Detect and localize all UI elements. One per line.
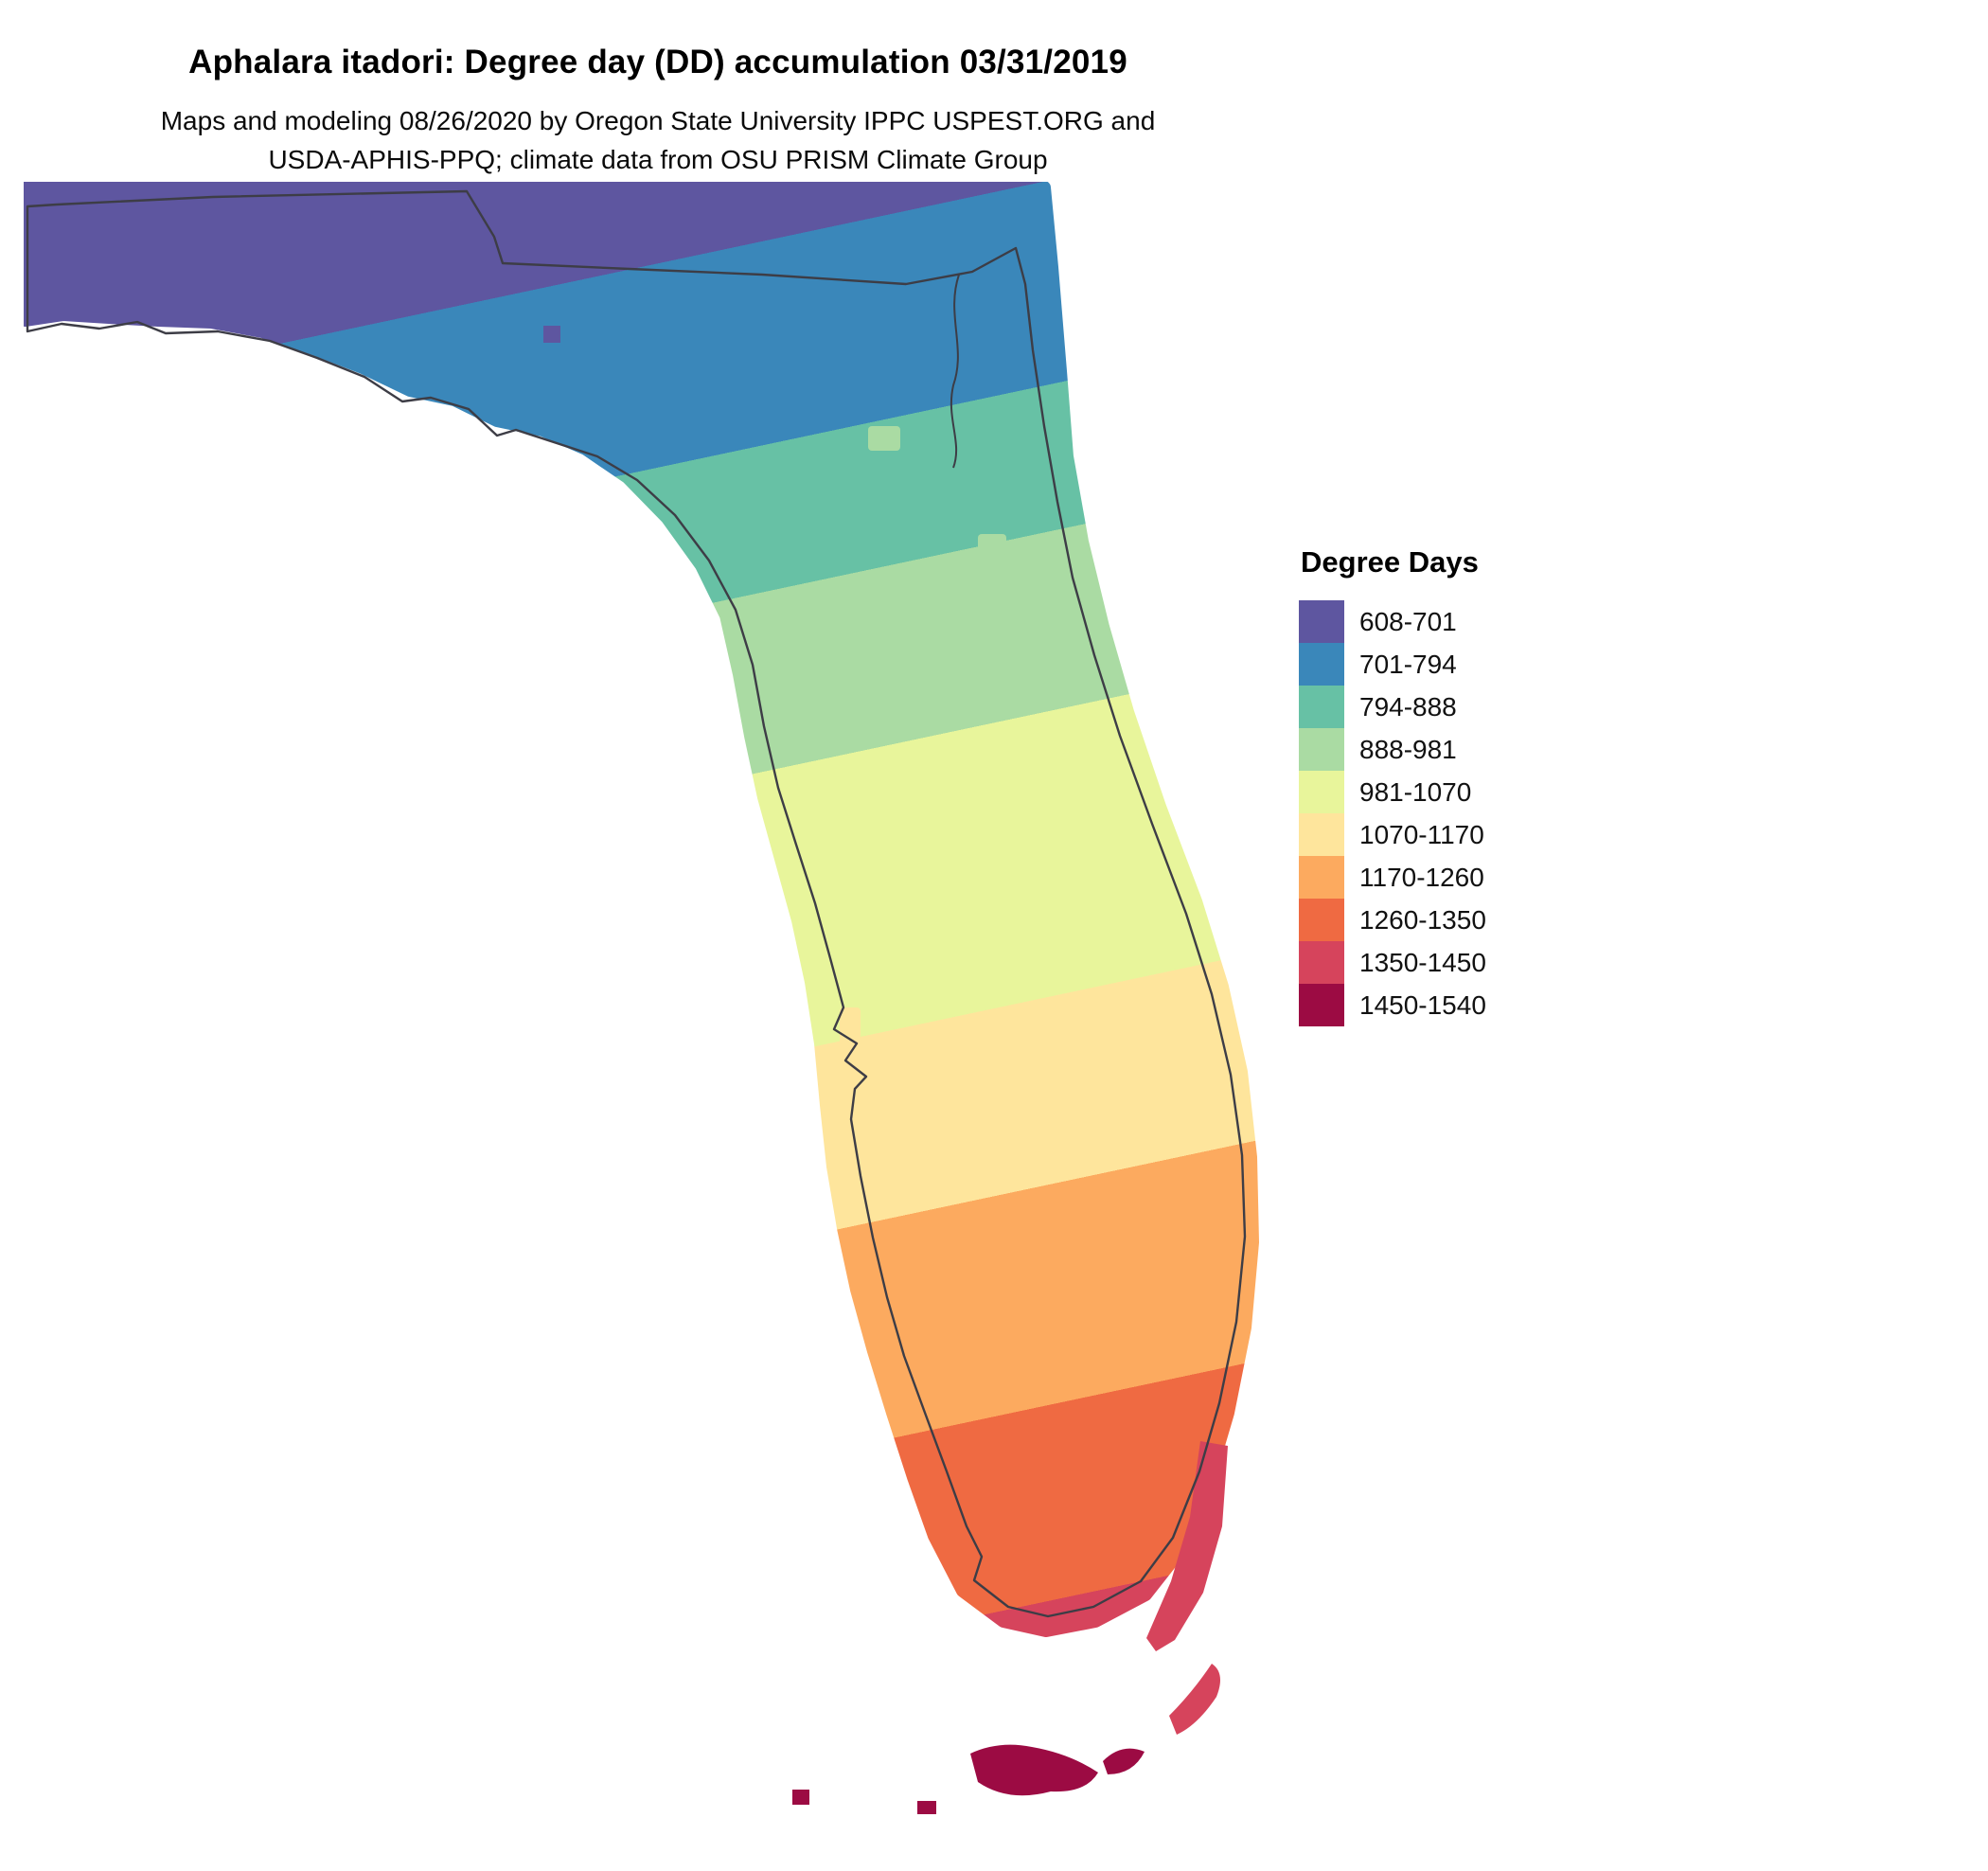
florida-keys-middle bbox=[1103, 1748, 1145, 1774]
st-johns-river-line bbox=[950, 274, 960, 469]
figure-subtitle: Maps and modeling 08/26/2020 by Oregon S… bbox=[0, 102, 1316, 179]
southeast-crimson-strip bbox=[1146, 1441, 1228, 1651]
legend-swatch bbox=[1299, 771, 1344, 813]
legend-item: 608-701 bbox=[1299, 600, 1545, 643]
legend-range-label: 794-888 bbox=[1359, 691, 1457, 722]
legend-swatch bbox=[1299, 728, 1344, 771]
legend-range-label: 981-1070 bbox=[1359, 776, 1472, 807]
legend-item: 981-1070 bbox=[1299, 771, 1545, 813]
florida-keys-islet-1 bbox=[792, 1790, 809, 1805]
legend-swatch bbox=[1299, 813, 1344, 856]
raster-patch-purple bbox=[543, 326, 560, 343]
page-title: Aphalara itadori: Degree day (DD) accumu… bbox=[188, 44, 1127, 80]
legend-item: 888-981 bbox=[1299, 728, 1545, 771]
raster-patch-green bbox=[978, 534, 1006, 555]
legend-swatch bbox=[1299, 941, 1344, 984]
raster-patch-lightgreen bbox=[868, 426, 900, 451]
legend-range-label: 701-794 bbox=[1359, 649, 1457, 679]
subtitle-line-2: USDA-APHIS-PPQ; climate data from OSU PR… bbox=[268, 144, 1048, 174]
legend-title: Degree Days bbox=[1301, 545, 1479, 579]
subtitle-line-1: Maps and modeling 08/26/2020 by Oregon S… bbox=[160, 106, 1156, 135]
legend-swatch bbox=[1299, 856, 1344, 899]
legend-swatch bbox=[1299, 899, 1344, 941]
florida-degree-day-map bbox=[24, 182, 1259, 1814]
florida-keys-main bbox=[970, 1744, 1098, 1796]
legend-range-label: 1260-1350 bbox=[1359, 904, 1486, 935]
legend-item: 1450-1540 bbox=[1299, 984, 1545, 1026]
legend-item: 1260-1350 bbox=[1299, 899, 1545, 941]
raster-patch-cream bbox=[840, 1007, 861, 1051]
degree-day-raster bbox=[24, 182, 1259, 1637]
legend-item: 794-888 bbox=[1299, 686, 1545, 728]
legend-range-label: 608-701 bbox=[1359, 606, 1457, 636]
legend-item: 1170-1260 bbox=[1299, 856, 1545, 899]
legend-range-label: 1070-1170 bbox=[1359, 819, 1484, 849]
legend-range-label: 1350-1450 bbox=[1359, 947, 1486, 977]
legend-range-label: 1450-1540 bbox=[1359, 989, 1486, 1020]
legend-item: 1070-1170 bbox=[1299, 813, 1545, 856]
legend: Degree Days 608-701 701-794 794-888 888-… bbox=[1299, 545, 1545, 1026]
legend-swatch bbox=[1299, 600, 1344, 643]
legend-range-label: 888-981 bbox=[1359, 734, 1457, 764]
legend-swatch bbox=[1299, 686, 1344, 728]
legend-swatch bbox=[1299, 984, 1344, 1026]
legend-range-label: 1170-1260 bbox=[1359, 862, 1484, 892]
florida-keys-islet-2 bbox=[917, 1801, 936, 1814]
legend-item: 701-794 bbox=[1299, 643, 1545, 686]
legend-swatch bbox=[1299, 643, 1344, 686]
state-outline bbox=[26, 189, 1247, 1618]
figure-header: Aphalara itadori: Degree day (DD) accumu… bbox=[0, 44, 1316, 179]
legend-item: 1350-1450 bbox=[1299, 941, 1545, 984]
upper-keys-crimson bbox=[1169, 1664, 1220, 1735]
